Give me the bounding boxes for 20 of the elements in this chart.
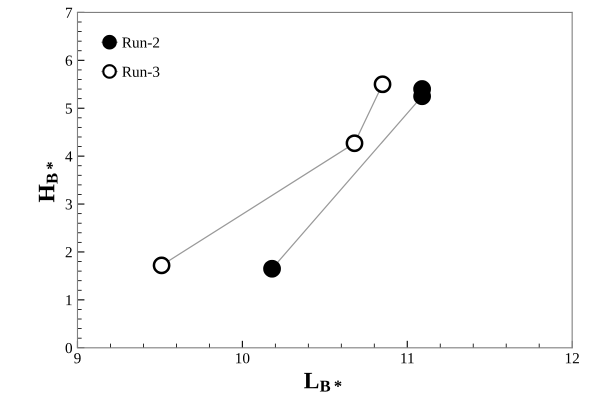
x-tick-label: 11 <box>401 353 414 364</box>
y-tick-label: 5 <box>66 104 72 114</box>
y-tick-label: 4 <box>65 151 72 162</box>
y-tick-label: 7 <box>66 8 72 18</box>
y-tick-label: 2 <box>66 247 72 258</box>
point <box>374 75 392 94</box>
point <box>263 260 281 278</box>
x-tick-label: 12 <box>566 353 579 364</box>
y-tick-label: 0 <box>66 342 72 354</box>
x-tick-label: 10 <box>236 353 250 364</box>
x-tick-label: 9 <box>74 353 81 364</box>
y-axis-title: H$_{B*}$ <box>38 162 58 202</box>
point <box>152 256 170 274</box>
x-axis-title: L$_{B*}$ <box>304 372 342 392</box>
legend-label: Run-3 <box>122 66 160 77</box>
y-tick-label: 6 <box>66 56 72 66</box>
y-tick-label: 1 <box>66 295 72 306</box>
legend-label: Run-2 <box>122 37 160 48</box>
point <box>346 134 364 152</box>
y-tick-label: 3 <box>66 199 72 210</box>
